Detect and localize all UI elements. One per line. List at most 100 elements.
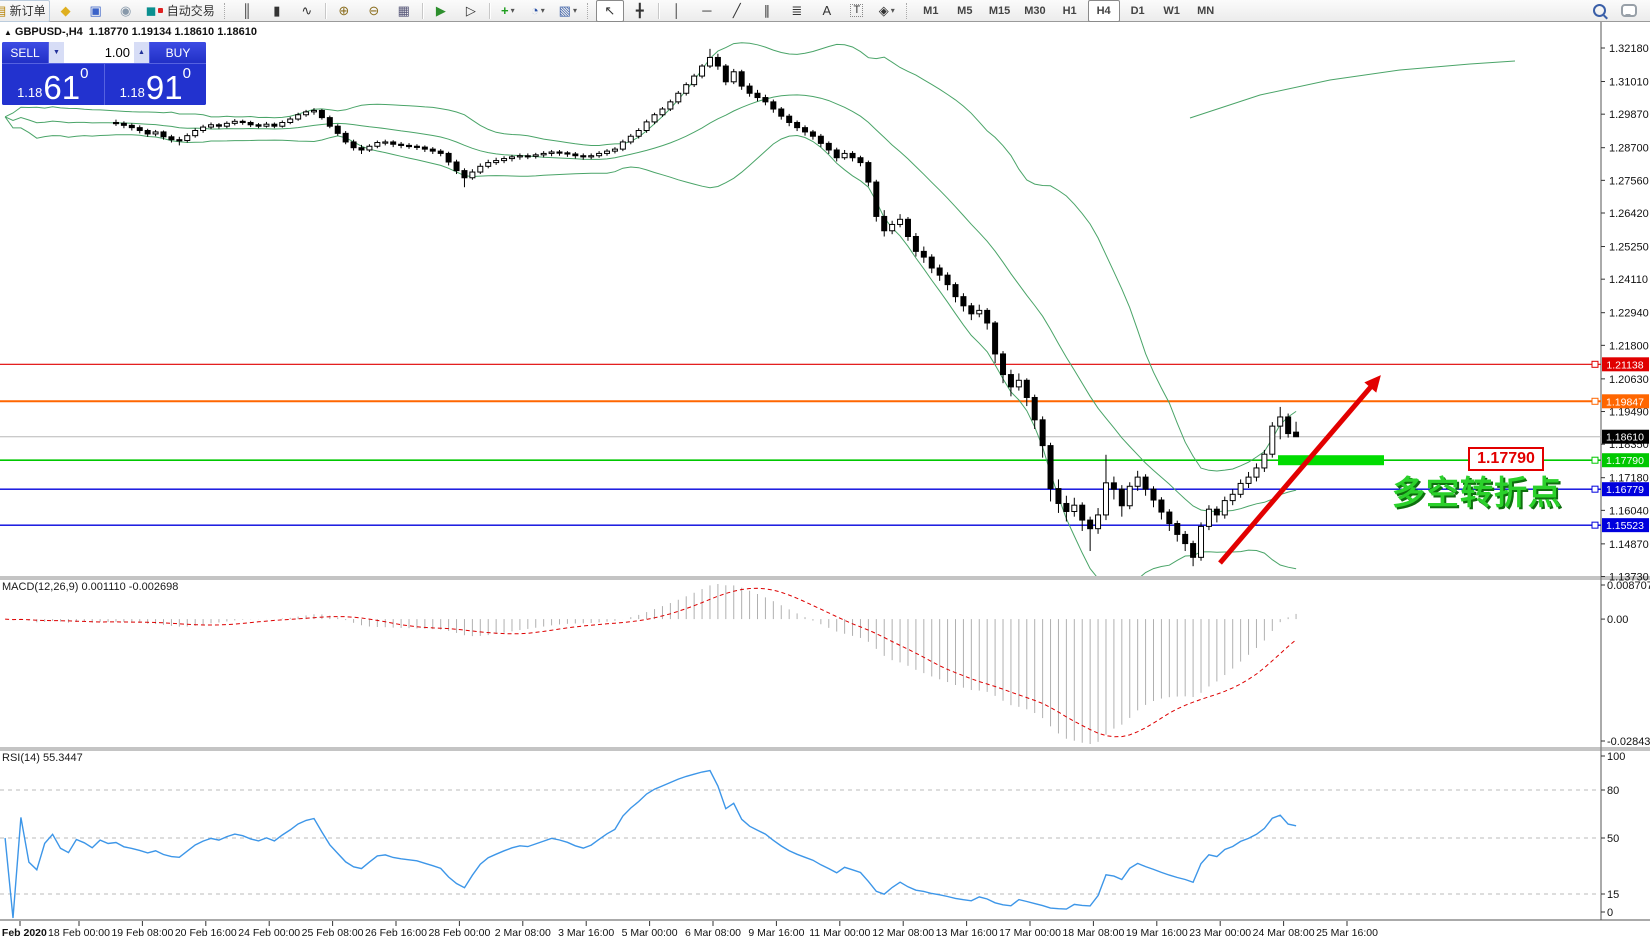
candle-body[interactable] [904,218,911,237]
candle-body[interactable] [794,121,801,129]
candle-body[interactable] [1015,379,1022,388]
candle-body[interactable] [136,127,143,132]
candle-body[interactable] [1166,511,1173,525]
candle-body[interactable] [1071,504,1078,512]
candle-body[interactable] [548,151,555,154]
candle-body[interactable] [873,181,880,217]
candle-body[interactable] [421,146,428,150]
candle-body[interactable] [825,142,832,151]
line-chart-button[interactable]: ∿ [293,0,321,22]
candle-body[interactable] [635,130,642,137]
candle-body[interactable] [398,143,405,146]
periods-button[interactable]: ◔ ▾ [524,0,552,22]
candle-body[interactable] [532,154,539,157]
candle-body[interactable] [809,131,816,137]
candle-body[interactable] [453,161,460,172]
candle-body[interactable] [580,155,587,158]
candle-body[interactable] [691,75,698,86]
chat-button[interactable] [1615,0,1643,22]
candle-body[interactable] [1158,499,1165,513]
toolbar-grip[interactable] [905,2,910,19]
new-order-button[interactable]: ▤ 新订单 [0,0,50,22]
fibonacci-tool-button[interactable]: ≣ [783,0,811,22]
tf-button-m1[interactable]: M1 [923,4,939,17]
tf-button-m30[interactable]: M30 [1024,4,1046,17]
candle-body[interactable] [572,153,579,157]
candle-body[interactable] [952,284,959,298]
candle-body[interactable] [683,84,690,94]
candle-body[interactable] [318,109,325,119]
candle-body[interactable] [445,152,452,163]
candle-body[interactable] [1142,476,1149,490]
candle-body[interactable] [1126,485,1133,507]
vertical-line-tool-button[interactable]: │ [663,0,691,22]
candle-body[interactable] [112,121,119,125]
deposit-button[interactable]: ◆ [52,0,80,22]
tf-button-mn[interactable]: MN [1197,4,1215,17]
candle-body[interactable] [366,145,373,151]
candle-body[interactable] [556,151,563,154]
candle-body[interactable] [889,223,896,232]
candle-body[interactable] [231,120,238,124]
candle-body[interactable] [1190,543,1197,558]
candle-body[interactable] [1110,482,1117,490]
candle-body[interactable] [706,56,713,67]
webinar-button[interactable]: ◉ [112,0,140,22]
candle-body[interactable] [128,124,135,129]
candle-body[interactable] [802,127,809,133]
candle-body[interactable] [1277,416,1284,427]
candle-body[interactable] [619,141,626,150]
zoom-out-button[interactable]: ⊖ [360,0,388,22]
tf-button-h4[interactable]: H4 [1087,0,1120,22]
candle-body[interactable] [604,150,611,154]
candle-body[interactable] [413,145,420,148]
candle-body[interactable] [976,309,983,315]
candle-body[interactable] [817,135,824,144]
candle-body[interactable] [390,141,397,145]
candle-body[interactable] [1213,508,1220,516]
candle-body[interactable] [627,135,634,143]
candle-body[interactable] [255,124,262,127]
candle-body[interactable] [1245,476,1252,484]
candle-body[interactable] [342,132,349,143]
candle-body[interactable] [310,109,317,113]
candle-body[interactable] [493,160,500,164]
candle-body[interactable] [968,305,975,315]
candle-body[interactable] [1031,396,1038,421]
candle-body[interactable] [1205,508,1212,527]
tf-button-w1[interactable]: W1 [1163,4,1180,17]
candle-body[interactable] [215,124,222,127]
lot-size-input[interactable] [64,42,134,63]
candle-body[interactable] [223,122,230,127]
candle-body[interactable] [160,131,167,138]
candle-body[interactable] [1118,488,1125,507]
candle-body[interactable] [1063,502,1070,512]
candle-body[interactable] [350,141,357,149]
candle-body[interactable] [1198,525,1205,558]
candle-body[interactable] [120,122,127,126]
shapes-tool-button[interactable]: ◈ ▾ [873,0,901,22]
candle-body[interactable] [786,115,793,123]
candle-body[interactable] [667,101,674,110]
candle-body[interactable] [841,152,848,159]
candlestick-chart-button[interactable]: ▮ [263,0,291,22]
candle-body[interactable] [524,155,531,158]
cursor-tool-button[interactable]: ↖ [595,0,624,22]
candle-body[interactable] [184,135,191,142]
toolbar-grip[interactable] [586,2,591,19]
candle-body[interactable] [334,125,341,134]
candle-body[interactable] [1237,482,1244,495]
text-tool-button[interactable]: A [813,0,841,22]
candle-body[interactable] [936,267,943,276]
candle-body[interactable] [1221,500,1228,516]
tf-button-m5[interactable]: M5 [957,4,973,17]
candle-body[interactable] [1285,416,1292,435]
candle-body[interactable] [303,111,310,116]
candle-body[interactable] [928,256,935,269]
candle-body[interactable] [295,114,302,120]
macd-panel[interactable] [0,581,1601,747]
candle-body[interactable] [1087,519,1094,530]
toolbar-grip[interactable] [223,2,228,19]
candle-body[interactable] [508,156,515,160]
